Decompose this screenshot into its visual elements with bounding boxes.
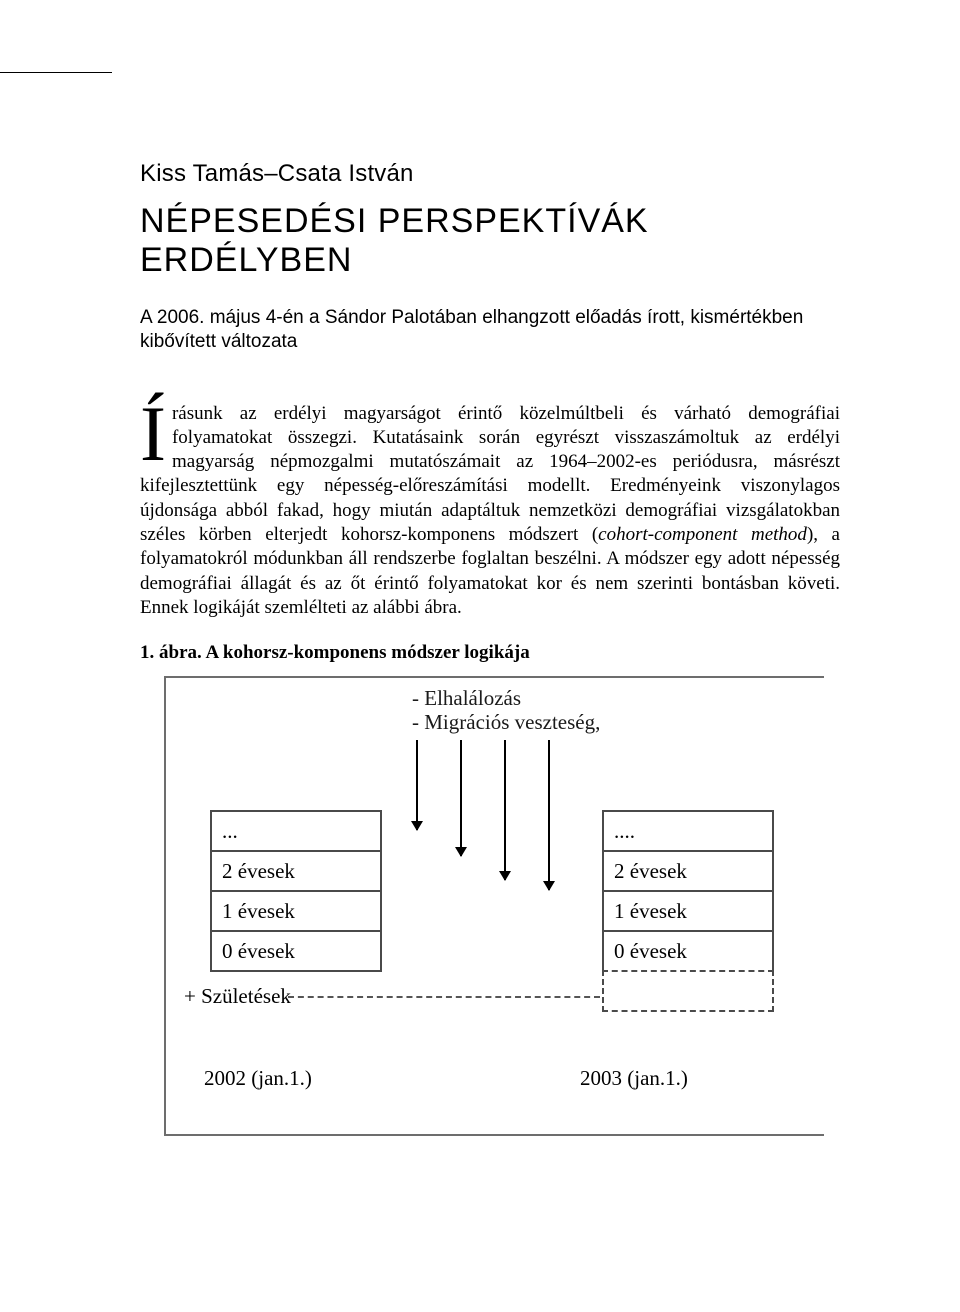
left-age-stack: ... 2 évesek 1 évesek 0 évesek (210, 812, 382, 972)
stack-cell: ... (210, 810, 382, 852)
stack-cell: 1 évesek (602, 890, 774, 932)
arrow-down-icon (548, 740, 550, 890)
dropcap: Í (140, 402, 172, 465)
subtitle: A 2006. május 4-én a Sándor Palotában el… (140, 306, 840, 354)
italic-term: cohort-component method (598, 524, 807, 545)
cohort-diagram: - Elhalálozás - Migrációs veszteség, ...… (164, 676, 824, 1136)
date-right: 2003 (jan.1.) (580, 1066, 688, 1091)
loss-line-2: - Migrációs veszteség, (412, 710, 600, 734)
arrow-down-icon (504, 740, 506, 880)
date-left: 2002 (jan.1.) (204, 1066, 312, 1091)
right-age-stack: .... 2 évesek 1 évesek 0 évesek (602, 812, 774, 1012)
stack-cell: 1 évesek (210, 890, 382, 932)
loss-labels: - Elhalálozás - Migrációs veszteség, (412, 686, 600, 734)
figure-caption: 1. ábra. A kohorsz-komponens módszer log… (140, 642, 840, 664)
body-paragraph: Í rásunk az erdélyi magyarságot érintő k… (140, 402, 840, 621)
stack-cell-new (602, 970, 774, 1012)
dash-connector (288, 996, 600, 998)
stack-cell: 2 évesek (210, 850, 382, 892)
document-page: Kiss Tamás–Csata István NÉPESEDÉSI PERSP… (0, 0, 960, 1312)
page-title: NÉPESEDÉSI PERSPEKTÍVÁK ERDÉLYBEN (140, 202, 840, 280)
stack-cell: 0 évesek (602, 930, 774, 972)
stack-cell: .... (602, 810, 774, 852)
authors-line: Kiss Tamás–Csata István (140, 160, 840, 188)
top-rule (0, 72, 112, 73)
stack-cell: 2 évesek (602, 850, 774, 892)
birth-label: + Születések (184, 984, 291, 1009)
arrow-down-icon (460, 740, 462, 856)
stack-cell: 0 évesek (210, 930, 382, 972)
arrow-down-icon (416, 740, 418, 830)
loss-line-1: - Elhalálozás (412, 686, 600, 710)
